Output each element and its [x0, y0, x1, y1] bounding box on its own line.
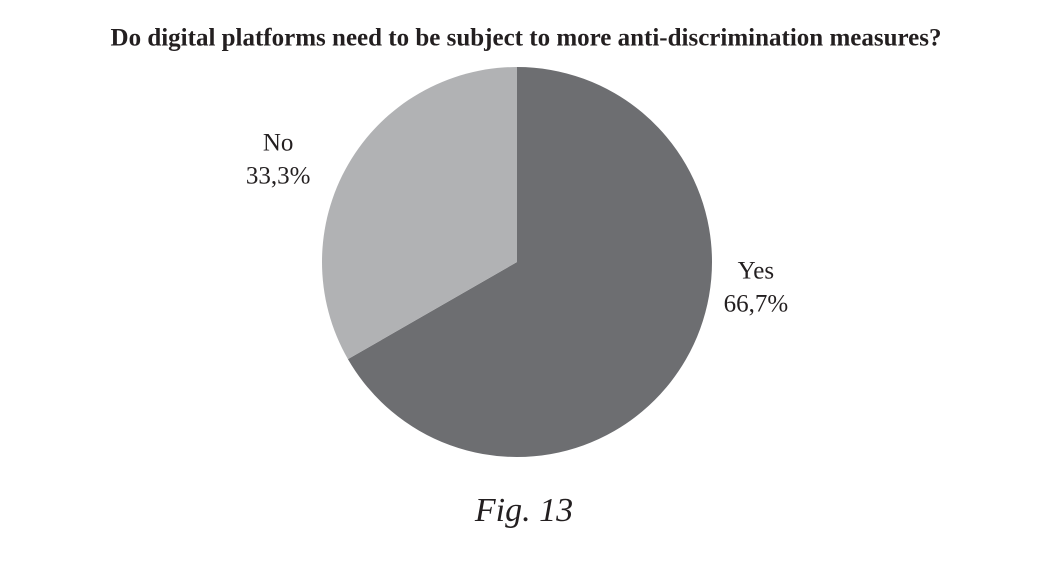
pie-slice — [347, 67, 713, 458]
slice-value-label: 66,7% — [724, 291, 789, 318]
slice-value-label: 33,3% — [246, 163, 311, 190]
chart-title: Do digital platforms need to be subject … — [111, 25, 942, 52]
slice-label: Yes — [738, 258, 774, 285]
pie-slice — [322, 67, 517, 360]
slice-label: No — [263, 130, 294, 157]
caption: Fig. 13 — [474, 492, 573, 529]
